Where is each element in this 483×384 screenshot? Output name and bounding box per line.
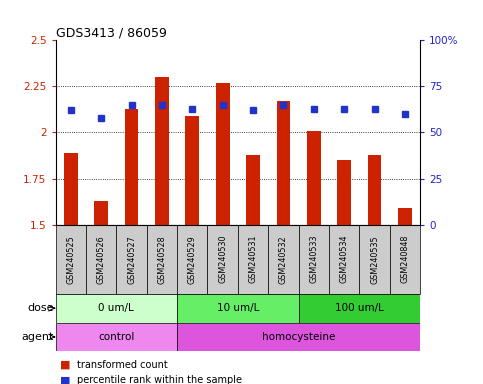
Text: GSM240534: GSM240534 — [340, 235, 349, 283]
Text: transformed count: transformed count — [77, 360, 168, 370]
Bar — [56, 323, 177, 351]
Bar — [338, 160, 351, 225]
Text: GSM240535: GSM240535 — [370, 235, 379, 283]
Text: agent: agent — [22, 332, 54, 342]
Text: GSM240532: GSM240532 — [279, 235, 288, 283]
Text: GSM240533: GSM240533 — [309, 235, 318, 283]
Text: dose: dose — [28, 303, 54, 313]
Bar — [177, 323, 420, 351]
Text: 0 um/L: 0 um/L — [99, 303, 134, 313]
Bar — [155, 77, 169, 225]
Bar — [277, 101, 290, 225]
Bar — [56, 294, 177, 323]
Bar — [177, 225, 208, 294]
Text: homocysteine: homocysteine — [262, 332, 335, 342]
Bar — [398, 208, 412, 225]
Bar — [268, 225, 298, 294]
Text: GSM240529: GSM240529 — [188, 235, 197, 283]
Bar — [177, 294, 298, 323]
Text: 10 um/L: 10 um/L — [217, 303, 259, 313]
Bar — [329, 225, 359, 294]
Bar — [116, 225, 147, 294]
Bar — [216, 83, 229, 225]
Text: GSM240531: GSM240531 — [249, 235, 257, 283]
Text: GSM240848: GSM240848 — [400, 235, 410, 283]
Text: ■: ■ — [60, 375, 71, 384]
Text: control: control — [98, 332, 134, 342]
Bar — [86, 225, 116, 294]
Bar — [208, 225, 238, 294]
Text: percentile rank within the sample: percentile rank within the sample — [77, 375, 242, 384]
Text: GSM240528: GSM240528 — [157, 235, 167, 283]
Text: GSM240526: GSM240526 — [97, 235, 106, 283]
Bar — [368, 155, 382, 225]
Bar — [147, 225, 177, 294]
Bar — [390, 225, 420, 294]
Text: GSM240525: GSM240525 — [66, 235, 75, 283]
Text: GSM240530: GSM240530 — [218, 235, 227, 283]
Bar — [307, 131, 321, 225]
Bar — [56, 225, 86, 294]
Bar — [125, 109, 138, 225]
Bar — [64, 153, 78, 225]
Bar — [246, 155, 260, 225]
Bar — [359, 225, 390, 294]
Text: ■: ■ — [60, 360, 71, 370]
Bar — [238, 225, 268, 294]
Bar — [298, 225, 329, 294]
Bar — [94, 201, 108, 225]
Bar — [298, 294, 420, 323]
Text: GDS3413 / 86059: GDS3413 / 86059 — [56, 26, 167, 39]
Text: GSM240527: GSM240527 — [127, 235, 136, 283]
Text: 100 um/L: 100 um/L — [335, 303, 384, 313]
Bar — [185, 116, 199, 225]
